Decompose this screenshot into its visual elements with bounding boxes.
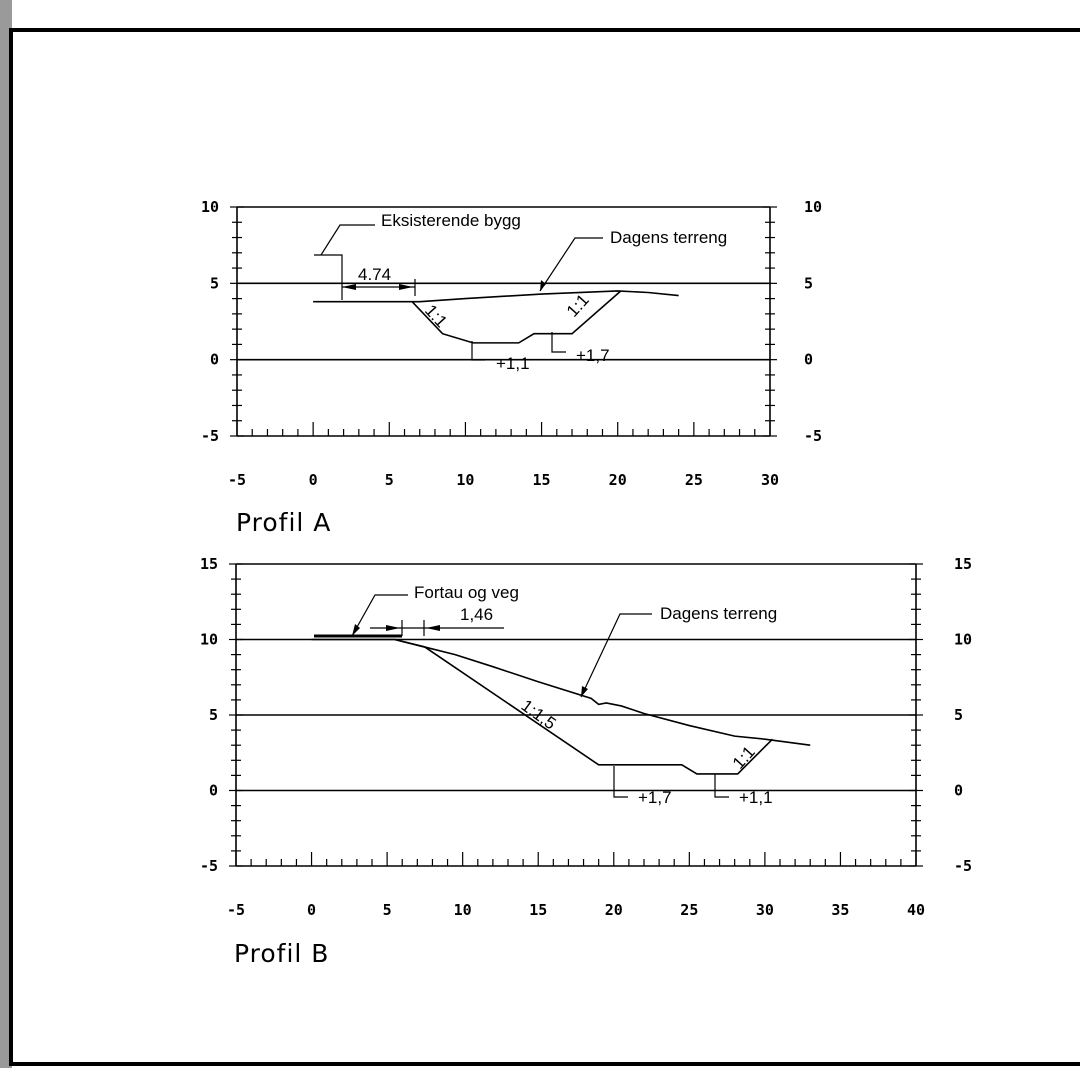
y-tick-label-left: 0 bbox=[209, 782, 218, 800]
terrain-label: Dagens terreng bbox=[610, 228, 727, 247]
y-tick-label-right: 0 bbox=[954, 782, 963, 800]
road-label: Fortau og veg bbox=[414, 583, 519, 602]
x-tick-label: 10 bbox=[456, 471, 474, 489]
x-tick-label: 30 bbox=[761, 471, 779, 489]
profil-a-ticks bbox=[230, 206, 777, 437]
building-leader bbox=[320, 224, 375, 256]
x-tick-label: 0 bbox=[309, 471, 318, 489]
x-tick-label: 5 bbox=[383, 901, 392, 919]
x-tick-label: 25 bbox=[680, 901, 698, 919]
level-marker-low-b bbox=[714, 774, 729, 798]
terrain-arrow-b bbox=[581, 686, 588, 697]
x-tick-label: 5 bbox=[385, 471, 394, 489]
level-label-low-b: +1,1 bbox=[739, 788, 773, 807]
x-tick-label: -5 bbox=[228, 471, 246, 489]
y-tick-label-left: 5 bbox=[210, 274, 219, 292]
y-tick-label-left: 0 bbox=[210, 351, 219, 369]
y-tick-label-right: -5 bbox=[804, 427, 822, 445]
x-tick-label: 15 bbox=[533, 471, 551, 489]
terrain-label-b: Dagens terreng bbox=[660, 604, 777, 623]
x-tick-label: -5 bbox=[227, 901, 245, 919]
road-leader bbox=[351, 594, 408, 637]
x-tick-label: 25 bbox=[685, 471, 703, 489]
terrain-leader-b bbox=[580, 613, 652, 698]
terrain-line bbox=[311, 638, 811, 746]
y-tick-label-right: 0 bbox=[804, 351, 813, 369]
profil-b-ticks bbox=[229, 563, 923, 867]
profil-b-frame bbox=[235, 563, 917, 867]
level-label-high: +1,7 bbox=[576, 346, 610, 365]
profil-b-series bbox=[311, 638, 811, 775]
terrain-leader bbox=[539, 237, 603, 292]
dimension-arrow-b1 bbox=[386, 625, 400, 631]
profil-a-tick-labels: 10 10 5 5 0 0 -5 -5 -5 0 5 10 15 20 25 30 bbox=[201, 198, 822, 489]
profil-a-title: Profil A bbox=[236, 508, 331, 537]
profil-b-tick-labels: 15 15 10 10 5 5 0 0 -5 -5 -5 0 5 10 15 20 25 30 35 40 bbox=[200, 555, 972, 919]
building-marker bbox=[314, 254, 343, 300]
y-tick-label-right: 5 bbox=[804, 274, 813, 292]
y-tick-label-left: 15 bbox=[200, 555, 218, 573]
x-tick-label: 10 bbox=[454, 901, 472, 919]
x-tick-label: 0 bbox=[307, 901, 316, 919]
terrain-line bbox=[313, 290, 679, 303]
level-label-low: +1,1 bbox=[496, 354, 530, 373]
excavation-line bbox=[411, 290, 622, 344]
y-tick-label-right: 5 bbox=[954, 706, 963, 724]
profil-a-frame bbox=[236, 206, 771, 437]
x-tick-label: 35 bbox=[831, 901, 849, 919]
x-tick-label: 15 bbox=[529, 901, 547, 919]
y-tick-label-left: -5 bbox=[200, 857, 218, 875]
profil-b-title: Profil B bbox=[234, 939, 329, 968]
level-marker-high-b bbox=[613, 766, 628, 798]
y-tick-label-left: -5 bbox=[201, 427, 219, 445]
profil-a-series bbox=[313, 290, 679, 344]
level-label-high-b: +1,7 bbox=[638, 788, 672, 807]
y-tick-label-right: 15 bbox=[954, 555, 972, 573]
dimension-arrow-right bbox=[399, 284, 413, 290]
excavation-line bbox=[394, 638, 774, 775]
dimension-arrow-left bbox=[342, 284, 356, 290]
x-tick-label: 20 bbox=[605, 901, 623, 919]
x-tick-label: 30 bbox=[756, 901, 774, 919]
sheet-border bbox=[9, 28, 1080, 1066]
y-tick-label-right: 10 bbox=[954, 631, 972, 649]
dimension-arrow-b2 bbox=[426, 625, 440, 631]
level-marker-high bbox=[551, 332, 566, 353]
y-tick-label-right: -5 bbox=[954, 857, 972, 875]
dimension-label: 4.74 bbox=[358, 265, 391, 284]
y-tick-label-left: 5 bbox=[209, 706, 218, 724]
profil-b-chart: 15 15 10 10 5 5 0 0 -5 -5 -5 0 5 10 15 20 25 30 35 40 Forta… bbox=[200, 555, 972, 968]
building-label: Eksisterende bygg bbox=[381, 211, 521, 230]
y-tick-label-right: 10 bbox=[804, 198, 822, 216]
terrain-arrow bbox=[540, 280, 546, 291]
y-tick-label-left: 10 bbox=[200, 631, 218, 649]
level-marker-low bbox=[471, 341, 485, 361]
y-tick-label-left: 10 bbox=[201, 198, 219, 216]
dimension-label-b: 1,46 bbox=[460, 605, 493, 624]
road-arrow bbox=[352, 624, 360, 636]
x-tick-label: 40 bbox=[907, 901, 925, 919]
x-tick-label: 20 bbox=[609, 471, 627, 489]
